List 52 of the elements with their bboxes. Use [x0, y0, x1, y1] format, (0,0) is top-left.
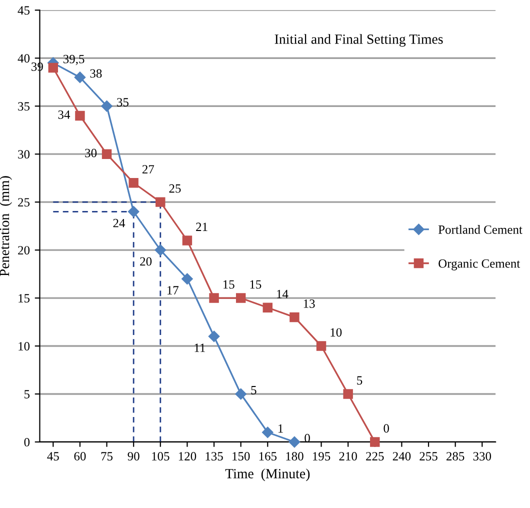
x-tick-label: 135 [206, 452, 223, 460]
data-label: 25 [169, 184, 181, 193]
x-tick-label: 120 [178, 452, 196, 460]
x-axis-title: Time (Minute) [225, 468, 310, 482]
data-label: 1 [278, 424, 283, 433]
text: Initial and Final Setting Times [274, 34, 443, 47]
x-tick-label: 180 [286, 452, 304, 460]
data-label: 14 [277, 290, 288, 298]
x-tick-label: 150 [232, 452, 250, 460]
y-tick-label: 35 [18, 102, 30, 111]
data-label: 11 [194, 344, 205, 352]
data-label: 0 [384, 424, 390, 433]
data-label: 5 [357, 376, 362, 385]
x-tick-label: 195 [313, 452, 330, 460]
x-tick-label: 240 [392, 452, 411, 460]
x-tick-label: 225 [366, 452, 384, 460]
data-label: 27 [142, 165, 154, 174]
x-tick-label: 255 [420, 452, 438, 460]
data-label: 13 [304, 299, 315, 308]
data-label: 10 [330, 328, 342, 337]
x-tick-label: 45 [47, 452, 59, 460]
y-tick-label: 5 [24, 390, 30, 398]
data-label: 15 [250, 280, 262, 289]
y-tick-label: 10 [18, 342, 30, 350]
y-tick-label: 30 [18, 150, 30, 159]
x-tick-label: 285 [446, 452, 464, 460]
x-tick-label: 75 [101, 452, 113, 460]
legend-label: Organic Cement [438, 259, 520, 270]
data-label: 35 [117, 98, 129, 106]
y-tick-label: 0 [24, 438, 30, 446]
x-tick-label: 90 [128, 452, 140, 460]
data-label: 30 [85, 148, 97, 158]
data-label: 34 [58, 110, 70, 119]
data-label: 15 [223, 280, 234, 289]
y-tick-label: 20 [18, 246, 30, 255]
legend-label: Portland Cement [438, 225, 522, 234]
data-label: 20 [140, 257, 152, 266]
x-tick-label: 165 [259, 452, 277, 460]
data-label: 24 [113, 218, 126, 228]
data-label: 17 [167, 286, 179, 294]
x-tick-label: 330 [473, 452, 492, 460]
data-label: 38 [90, 69, 102, 78]
data-label: 5 [251, 386, 256, 394]
y-tick-label: 15 [18, 294, 30, 302]
y-tick-label: 40 [18, 54, 30, 63]
x-tick-label: 60 [74, 452, 86, 460]
data-label: 39,5 [63, 54, 84, 66]
y-tick-label: 25 [18, 198, 30, 207]
data-label: 21 [196, 222, 208, 231]
x-tick-label: 210 [339, 452, 357, 460]
y-tick-label: 45 [18, 6, 30, 15]
x-tick-label: 105 [152, 452, 170, 460]
